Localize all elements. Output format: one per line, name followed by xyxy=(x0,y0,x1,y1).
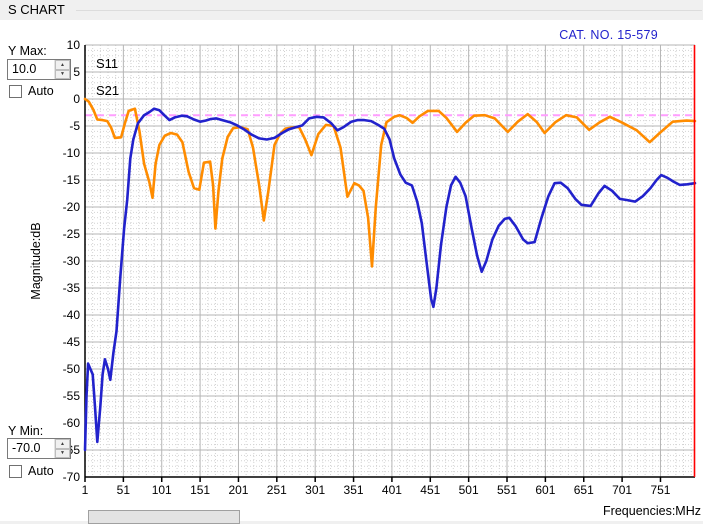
catalog-number: CAT. NO. 15-579 xyxy=(559,28,658,42)
y-max-input[interactable]: 10.0 ▲ ▼ xyxy=(7,59,71,80)
svg-text:-40: -40 xyxy=(63,308,81,322)
svg-text:-60: -60 xyxy=(63,416,81,430)
chart-panel xyxy=(0,20,703,521)
page-title: S CHART xyxy=(8,2,65,17)
auto-ymax-checkbox[interactable] xyxy=(9,84,22,98)
svg-text:501: 501 xyxy=(459,483,479,497)
svg-text:-45: -45 xyxy=(63,335,81,349)
svg-text:-55: -55 xyxy=(63,389,81,403)
spin-down-icon: ▼ xyxy=(60,71,65,78)
groupbox-border xyxy=(76,10,702,11)
svg-text:701: 701 xyxy=(612,483,632,497)
svg-text:201: 201 xyxy=(228,483,248,497)
y-max-spin-up-button[interactable]: ▲ xyxy=(55,60,70,70)
y-min-input[interactable]: -70.0 ▲ ▼ xyxy=(7,438,71,459)
spin-down-icon: ▼ xyxy=(60,450,65,457)
svg-text:601: 601 xyxy=(535,483,555,497)
axis-labels: Frequencies:MHz Magnitude:dB xyxy=(29,222,701,518)
svg-text:51: 51 xyxy=(117,483,131,497)
spin-up-icon: ▲ xyxy=(60,61,65,68)
x-axis-label: Frequencies:MHz xyxy=(603,504,701,518)
auto-ymin-checkbox[interactable] xyxy=(9,464,22,478)
y-min-spin-up-button[interactable]: ▲ xyxy=(55,439,70,449)
axis-ticks: 1 51 101 151 201 251 301 351 401 451 501 551 601 651 7… xyxy=(63,38,671,497)
y-axis-label: Magnitude:dB xyxy=(29,222,43,299)
auto-ymin-label: Auto xyxy=(28,464,54,478)
svg-text:-70: -70 xyxy=(63,470,81,484)
svg-text:-5: -5 xyxy=(69,119,80,133)
s21-curve xyxy=(83,107,697,452)
svg-text:-30: -30 xyxy=(63,254,81,268)
y-max-spin-down-button[interactable]: ▼ xyxy=(55,69,70,79)
svg-text:551: 551 xyxy=(497,483,517,497)
svg-text:-20: -20 xyxy=(63,200,81,214)
grid-major xyxy=(84,44,695,478)
svg-text:-35: -35 xyxy=(63,281,81,295)
svg-text:1: 1 xyxy=(82,483,89,497)
s11-curve xyxy=(83,97,697,268)
auto-ymax-control: Auto xyxy=(9,84,54,98)
svg-text:351: 351 xyxy=(344,483,364,497)
svg-text:-25: -25 xyxy=(63,227,81,241)
legend-s21: S21 xyxy=(96,83,119,98)
svg-text:401: 401 xyxy=(382,483,402,497)
y-max-label: Y Max: xyxy=(8,44,47,58)
svg-text:5: 5 xyxy=(73,65,80,79)
auto-ymin-control: Auto xyxy=(9,464,54,478)
svg-text:251: 251 xyxy=(267,483,287,497)
svg-text:0: 0 xyxy=(73,92,80,106)
y-min-label: Y Min: xyxy=(8,424,44,438)
svg-text:101: 101 xyxy=(152,483,172,497)
y-min-value: -70.0 xyxy=(12,441,41,455)
svg-text:751: 751 xyxy=(650,483,670,497)
auto-ymax-label: Auto xyxy=(28,84,54,98)
h-scrollbar-thumb[interactable] xyxy=(88,510,240,524)
legend: S11 S21 xyxy=(96,56,119,98)
y-max-value: 10.0 xyxy=(12,62,37,76)
svg-text:10: 10 xyxy=(67,38,81,52)
svg-text:651: 651 xyxy=(574,483,594,497)
y-min-spin-down-button[interactable]: ▼ xyxy=(55,448,70,458)
spin-up-icon: ▲ xyxy=(60,440,65,447)
svg-text:-15: -15 xyxy=(63,173,81,187)
svg-text:451: 451 xyxy=(420,483,440,497)
svg-text:301: 301 xyxy=(305,483,325,497)
svg-text:151: 151 xyxy=(190,483,210,497)
svg-text:-10: -10 xyxy=(63,146,81,160)
legend-s11: S11 xyxy=(96,56,118,71)
svg-text:-50: -50 xyxy=(63,362,81,376)
